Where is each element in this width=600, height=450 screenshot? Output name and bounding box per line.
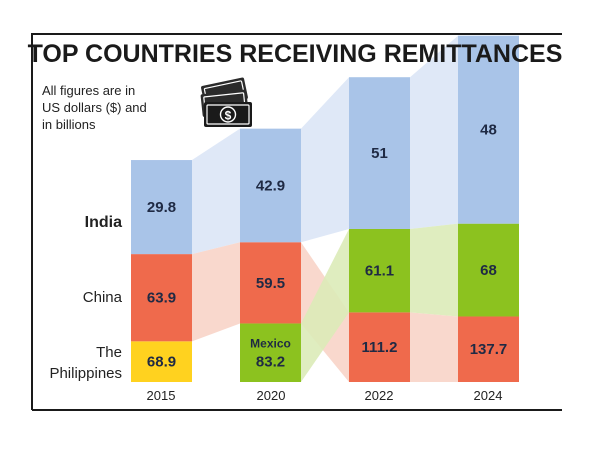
value-label-mexico-2024: 68: [480, 262, 497, 279]
bar-india-2024: [458, 35, 519, 224]
value-label-china-2015: 63.9: [147, 290, 176, 307]
svg-text:$: $: [225, 109, 232, 123]
value-label-india-2024: 48: [480, 122, 497, 139]
flow-india-2015-2020: [192, 128, 240, 255]
note-line-2: US dollars ($) and: [42, 100, 147, 115]
x-tick-2015: 2015: [147, 388, 176, 403]
chart-title: TOP COUNTRIES RECEIVING REMITTANCES: [28, 40, 563, 68]
bar-mexico-2020: [240, 323, 301, 382]
x-tick-2024: 2024: [474, 388, 503, 403]
money-bills-icon: $: [200, 77, 252, 127]
bar-china-2015: [131, 254, 192, 342]
flow-mexico-2020-2022: [301, 228, 349, 382]
flow-china-2022-2024: [410, 312, 458, 382]
value-label-mexico-2022: 61.1: [365, 263, 394, 280]
value-label-china-2024: 137.7: [470, 341, 508, 358]
value-labels: 68.9 63.9 29.8 83.2 Mexico 59.5 42.9 111.2 61.1 5…: [147, 122, 507, 371]
bar-china-2020: [240, 242, 301, 324]
row-label-philippines-line-2: Philippines: [49, 365, 122, 382]
flow-india-2020-2022: [301, 77, 349, 243]
flow-china-2015-2020: [192, 242, 240, 342]
flow-bands: [192, 35, 458, 382]
value-label-india-2022: 51: [371, 145, 388, 162]
row-label-china: China: [83, 289, 123, 306]
row-label-philippines-line-1: The: [96, 344, 122, 361]
value-label-india-2020: 42.9: [256, 177, 285, 194]
value-label-china-2020: 59.5: [256, 275, 285, 292]
bar-the-philippines-2015: [131, 341, 192, 382]
flow-mexico-2022-2024: [410, 223, 458, 317]
bar-china-2024: [458, 316, 519, 382]
x-tick-2020: 2020: [257, 388, 286, 403]
bar-mexico-2024: [458, 223, 519, 317]
bar-mexico-2022: [349, 228, 410, 313]
bar-india-2022: [349, 77, 410, 229]
chart-frame: [31, 33, 562, 410]
flow-india-2022-2024: [410, 35, 458, 229]
value-label-china-2022: 111.2: [362, 339, 398, 356]
row-label-india: India: [85, 214, 122, 231]
value-label-india-2015: 29.8: [147, 199, 176, 216]
value-label-mexico-2020: 83.2: [256, 354, 285, 371]
x-tick-2022: 2022: [365, 388, 394, 403]
value-label-the-philippines-2015: 68.9: [147, 354, 176, 371]
bar-india-2020: [240, 128, 301, 243]
segment-label-mexico: Mexico: [250, 337, 291, 351]
note-line-1: All figures are in: [42, 83, 135, 98]
bar-india-2015: [131, 160, 192, 255]
bar-segments: [131, 35, 519, 382]
note-line-3: in billions: [42, 117, 96, 132]
bar-china-2022: [349, 312, 410, 382]
